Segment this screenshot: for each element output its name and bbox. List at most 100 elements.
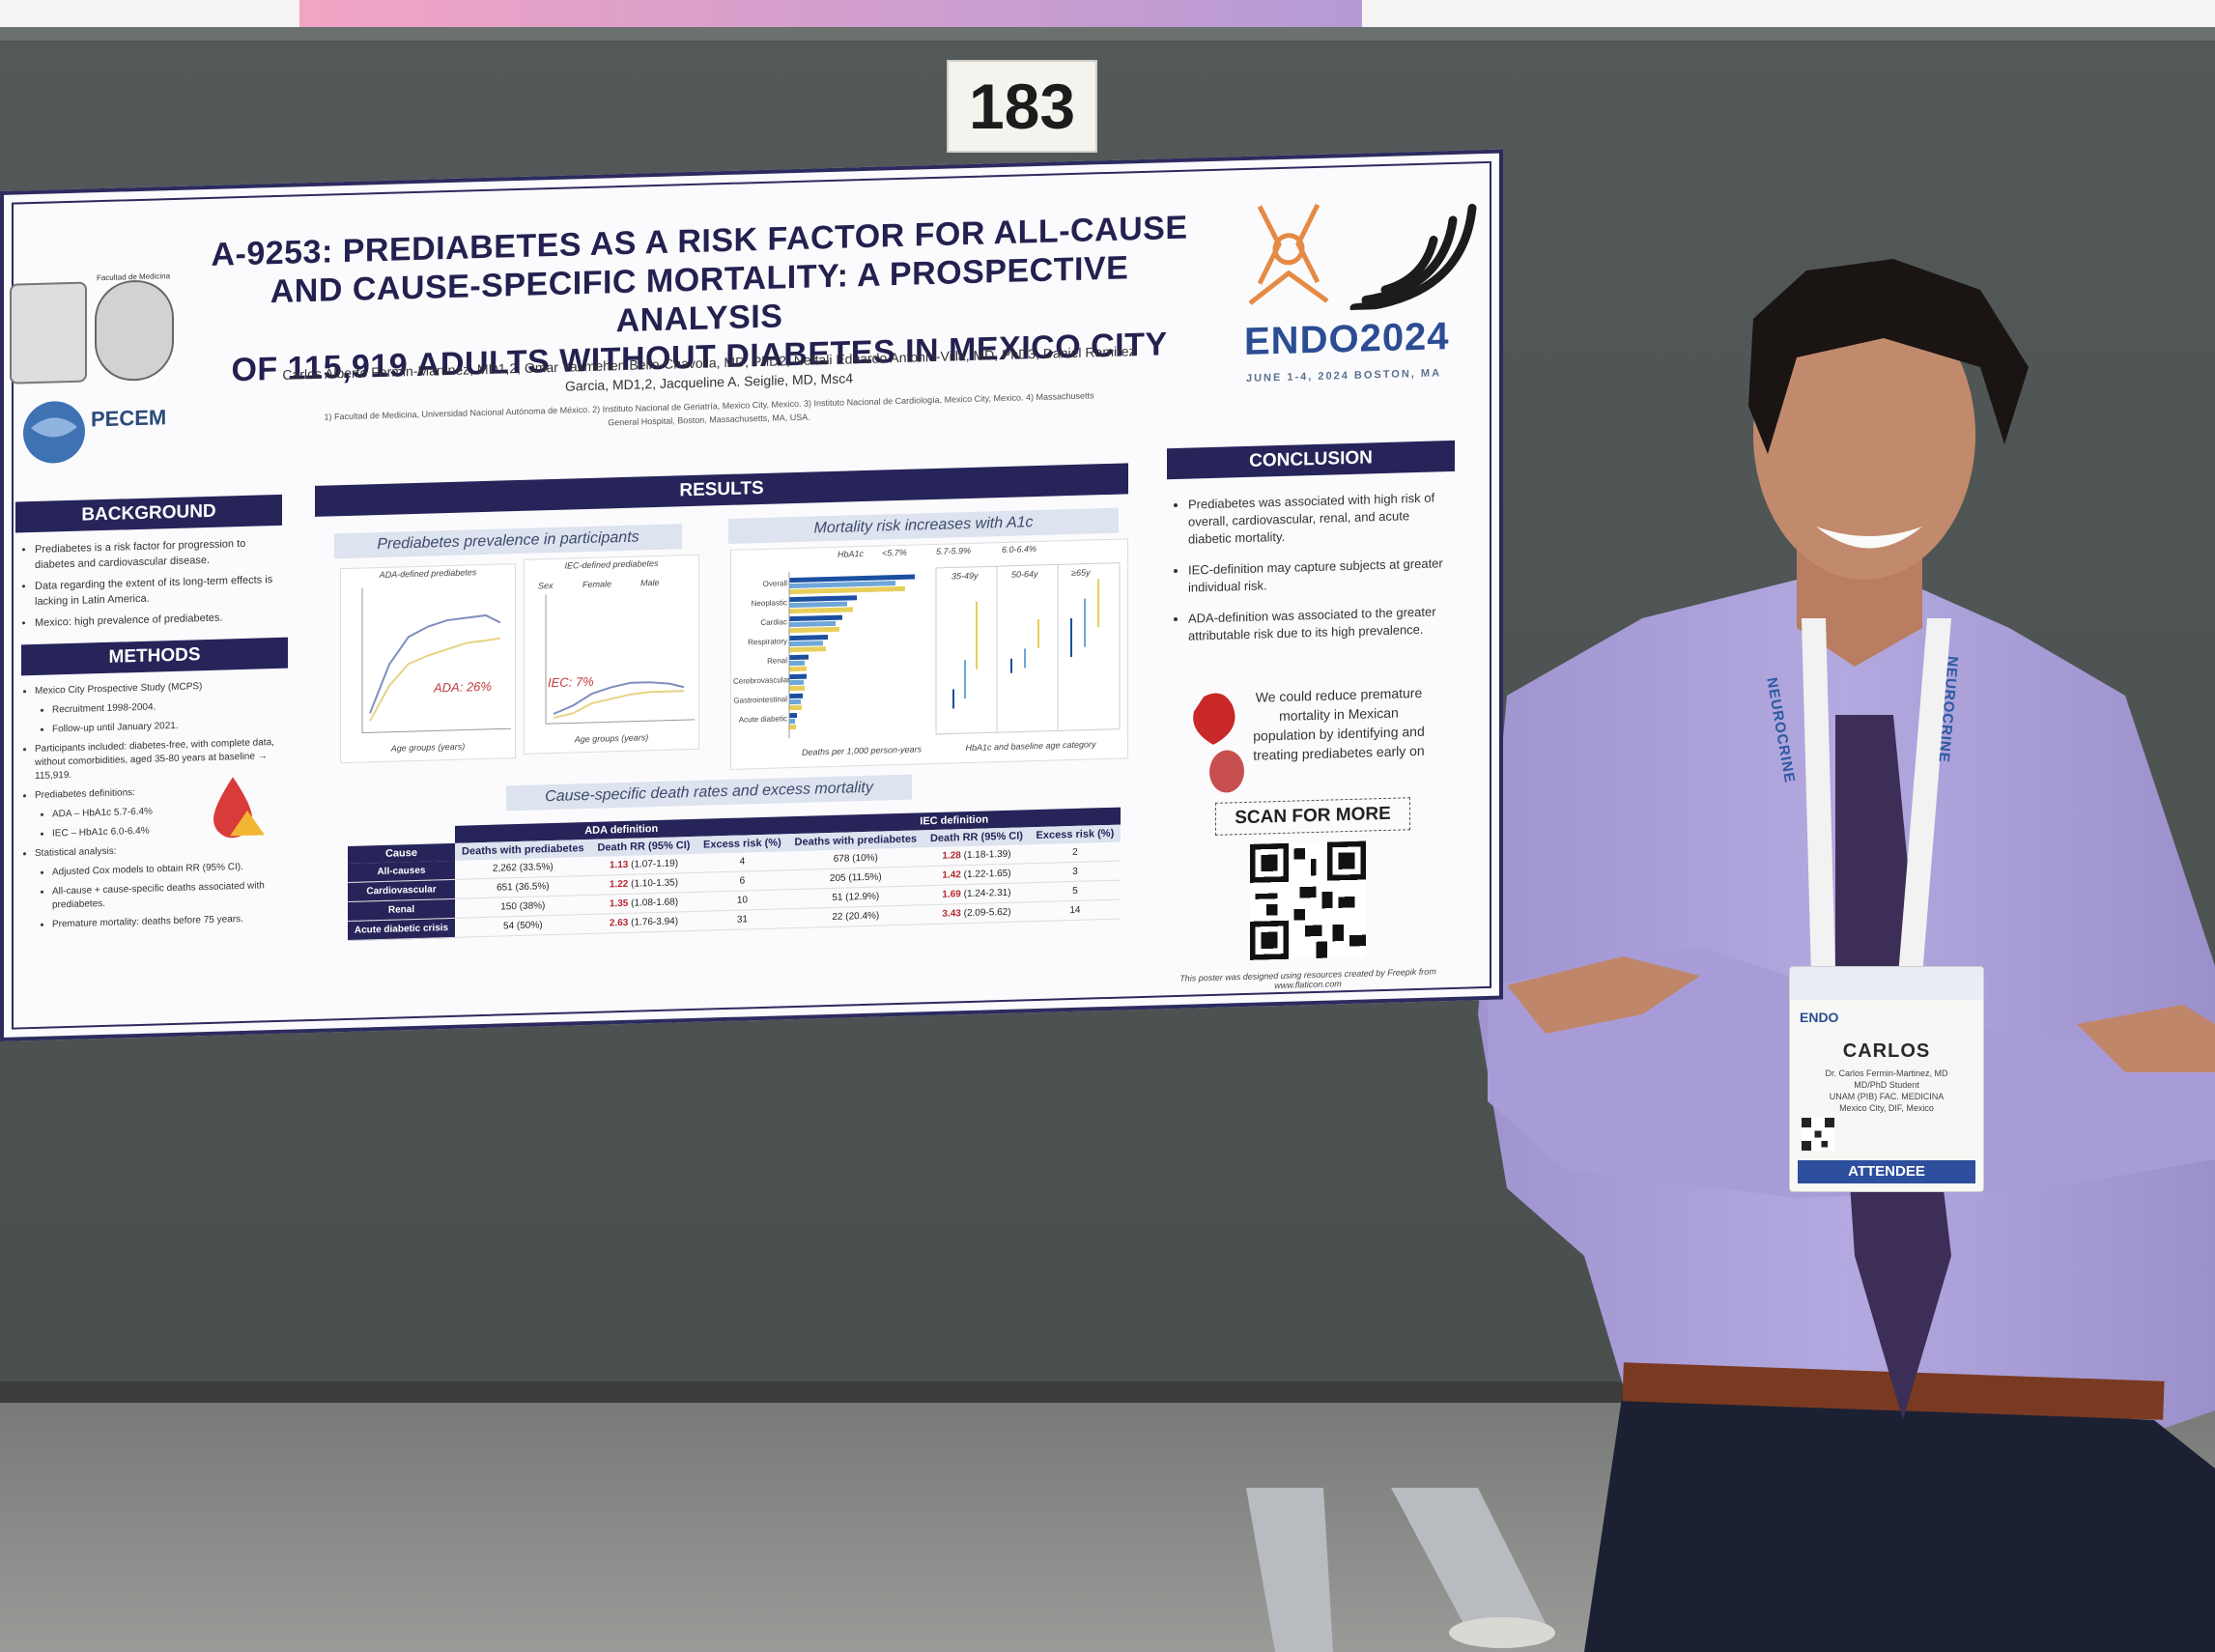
ada-deaths-cell: 54 (50%) [454, 914, 591, 938]
endo-2024-logo: ENDO2024 [1244, 315, 1450, 364]
badge-event-logo: ENDO [1800, 1010, 1839, 1025]
conclusion-body: Prediabetes was associated with high ris… [1173, 489, 1453, 659]
qr-code-icon[interactable] [1250, 840, 1366, 960]
bar-category: Respiratory [748, 637, 787, 647]
methods-item: Adjusted Cox models to obtain RR (95% CI… [52, 859, 303, 879]
methods-item: Follow-up until January 2021. [52, 716, 303, 736]
research-poster: Facultad de Medicina PECEM A-9253: PREDI… [0, 149, 1503, 1041]
endocrine-society-icon [1248, 203, 1329, 305]
pecem-logo-text: PECEM [91, 405, 167, 432]
badge-line-2: MD/PhD Student [1854, 1080, 1919, 1090]
iec-prevalence-chart: IEC-defined prediabetes Sex Female Male … [524, 554, 699, 755]
person-face [1753, 290, 1975, 580]
badge-line-4: Mexico City, DIF, Mexico [1839, 1103, 1934, 1113]
badge-line-1: Dr. Carlos Fermin-Martinez, MD [1825, 1068, 1948, 1078]
age-facet-3: ≥65y [1071, 567, 1091, 579]
iec-rr-ci: (1.24-2.31) [963, 887, 1011, 900]
ada-rr-ci: (1.08-1.68) [631, 897, 679, 909]
methods-item: Recruitment 1998-2004. [52, 697, 303, 717]
background-item: Mexico: high prevalence of prediabetes. [35, 609, 278, 631]
results-table: ADA definition IEC definition Cause Deat… [348, 807, 1121, 941]
bar-category: Neoplastic [751, 598, 787, 609]
iec-prevalence-lines [545, 594, 695, 725]
background-item: Data regarding the extent of its long-te… [35, 572, 278, 610]
ada-rr-value: 1.13 [609, 859, 629, 871]
bar-category: Overall [762, 579, 787, 588]
age-facet-2: 50-64y [1011, 568, 1038, 580]
cause-cell: Acute diabetic crisis [348, 918, 455, 941]
iec-excess-cell: 2 [1029, 841, 1121, 864]
iec-deaths-cell: 22 (20.4%) [787, 904, 924, 928]
recommendation-text: We could reduce premature mortality in M… [1253, 684, 1425, 763]
badge-header [1790, 967, 1983, 1000]
lanyard-strap-left [1802, 618, 1835, 976]
conclusion-item: Prediabetes was associated with high ris… [1188, 489, 1453, 549]
ada-prevalence-chart: ADA-defined prediabetes ADA: 26% Age gro… [340, 563, 516, 764]
iec-excess-cell: 14 [1029, 899, 1121, 922]
iec-rr-ci: (1.18-1.39) [963, 848, 1011, 862]
ada-excess-cell: 6 [696, 869, 788, 893]
ada-excess-cell: 10 [696, 889, 788, 912]
conclusion-item: ADA-definition was associated to the gre… [1188, 603, 1453, 645]
attendee-badge: ENDO CARLOS Dr. Carlos Fermin-Martinez, … [1789, 966, 1984, 1192]
pecem-globe-logo [23, 401, 85, 464]
iec-annotation: IEC: 7% [548, 673, 594, 691]
ada-excess-cell: 4 [696, 851, 788, 873]
lanyard-strap-right [1898, 618, 1951, 976]
badge-role: ATTENDEE [1798, 1160, 1975, 1183]
top-pink-banner [299, 0, 1362, 27]
scan-for-more-label: SCAN FOR MORE [1215, 797, 1410, 836]
iec-rr-value: 1.69 [942, 889, 961, 900]
person-belt [1622, 1362, 2165, 1420]
badge-line-3: UNAM (PIB) FAC. MEDICINA [1829, 1092, 1945, 1101]
iec-rr-value: 1.28 [942, 850, 961, 862]
person-hair [1748, 259, 2029, 454]
ada-rr-ci: (1.76-3.94) [631, 916, 679, 928]
iec-rr-ci: (2.09-5.62) [963, 906, 1011, 920]
person-trousers [1584, 1391, 2215, 1652]
board-top-edge [0, 27, 2215, 41]
bar-category-labels: Overall Neoplastic Cardiac Respiratory R… [733, 574, 790, 730]
heart-kidney-icon [1193, 693, 1244, 793]
ada-annotation: ADA: 26% [434, 678, 492, 696]
board-number-text: 183 [968, 71, 1076, 142]
ada-rr-value: 1.22 [609, 878, 629, 891]
unam-seal-logo [10, 281, 87, 385]
ada-rr-ci: (1.10-1.35) [631, 877, 679, 890]
person-hand-left [1507, 956, 1700, 1034]
badge-name: CARLOS [1842, 1040, 1931, 1062]
iec-excess-cell: 5 [1029, 880, 1121, 902]
methods-item: All-cause + cause-specific deaths associ… [52, 878, 303, 912]
background-person-shoe [1449, 1617, 1555, 1648]
conclusion-item: IEC-definition may capture subjects at g… [1188, 555, 1453, 597]
board-number-sign: 183 [947, 60, 1097, 153]
bar-category: Acute diabetic [738, 714, 787, 725]
iec-rr-value: 3.43 [942, 908, 961, 920]
ada-prevalence-lines [361, 587, 511, 734]
blood-drop-icon [213, 777, 265, 839]
sound-waves-icon [1349, 203, 1477, 311]
bar-category: Cardiac [760, 617, 787, 628]
badge-qr-icon [1802, 1118, 1834, 1151]
background-item: Prediabetes is a risk factor for progres… [35, 535, 278, 573]
ada-rr-cell: 2.63 (1.76-3.94) [590, 911, 697, 934]
iec-rr-cell: 3.43 (2.09-5.62) [923, 901, 1030, 925]
iec-rr-ci: (1.22-1.65) [963, 868, 1011, 881]
background-person-legs [1246, 1488, 1546, 1652]
ada-rr-ci: (1.07-1.19) [631, 858, 679, 870]
ada-rr-value: 2.63 [609, 917, 629, 929]
mortality-bar-chart: HbA1c <5.7% 5.7-5.9% 6.0-6.4% [730, 538, 1128, 770]
iec-excess-cell: 3 [1029, 861, 1121, 883]
ada-excess-cell: 31 [696, 908, 788, 931]
mortality-bars [788, 562, 1121, 739]
methods-item: Statistical analysis: [35, 840, 303, 861]
bar-category: Gastrointestinal [733, 695, 787, 705]
person-hand-right [2077, 1005, 2215, 1072]
ada-rr-value: 1.35 [609, 897, 629, 910]
methods-item: Premature mortality: deaths before 75 ye… [52, 911, 303, 931]
bar-category: Renal [767, 656, 787, 666]
background-body: Prediabetes is a risk factor for progres… [17, 535, 278, 638]
bar-category: Cerebrovascular [733, 675, 790, 686]
age-facet-1: 35-49y [951, 570, 979, 582]
